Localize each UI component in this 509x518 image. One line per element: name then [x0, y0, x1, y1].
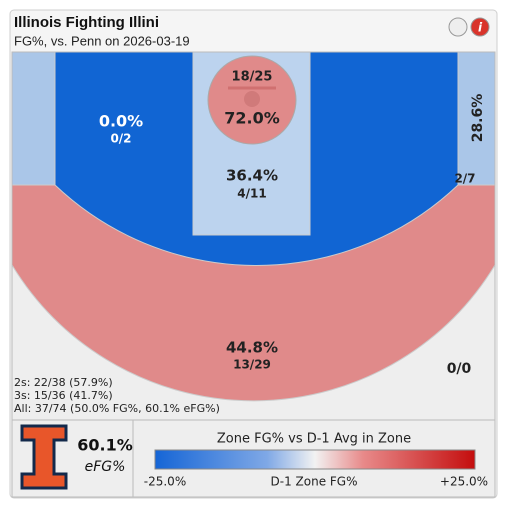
team-logo: [20, 424, 68, 490]
hoop: [244, 91, 260, 107]
zone-shots: 18/25: [232, 70, 273, 85]
zone-shots: 0/0: [447, 361, 472, 377]
info-icon[interactable]: [470, 17, 490, 37]
legend-max: +25.0%: [440, 475, 488, 489]
zone-shots: 2/7: [454, 172, 475, 186]
zone-pct: 0.0%: [99, 112, 143, 131]
subtitle: FG%, vs. Penn on 2026-03-19: [14, 33, 190, 48]
legend-title: Zone FG% vs D-1 Avg in Zone: [217, 432, 411, 447]
efg-label: eFG%: [85, 459, 126, 475]
zone-left-corner: [12, 52, 56, 186]
zone-shots: 0/2: [110, 132, 131, 146]
efg-value: 60.1%: [77, 436, 133, 455]
legend-axis: D-1 Zone FG%: [271, 475, 358, 489]
title: Illinois Fighting Illini: [14, 14, 159, 31]
zone-shots: 13/29: [233, 358, 271, 372]
zone-shots: 4/11: [237, 187, 266, 201]
zone-pct: 72.0%: [224, 109, 280, 128]
stat-line: 3s: 15/36 (41.7%): [14, 389, 113, 402]
zone-pct: 28.6%: [470, 94, 486, 143]
stat-line: 2s: 22/38 (57.9%): [14, 376, 113, 389]
zone-pct: 44.8%: [226, 339, 278, 357]
legend-gradient: [154, 449, 476, 470]
court: [12, 52, 495, 420]
legend-min: -25.0%: [144, 475, 186, 489]
zone-pct: 36.4%: [226, 167, 278, 185]
info-glyph: i: [478, 21, 483, 35]
toggle-icon[interactable]: [448, 17, 468, 37]
stat-line: All: 37/74 (50.0% FG%, 60.1% eFG%): [14, 402, 220, 415]
